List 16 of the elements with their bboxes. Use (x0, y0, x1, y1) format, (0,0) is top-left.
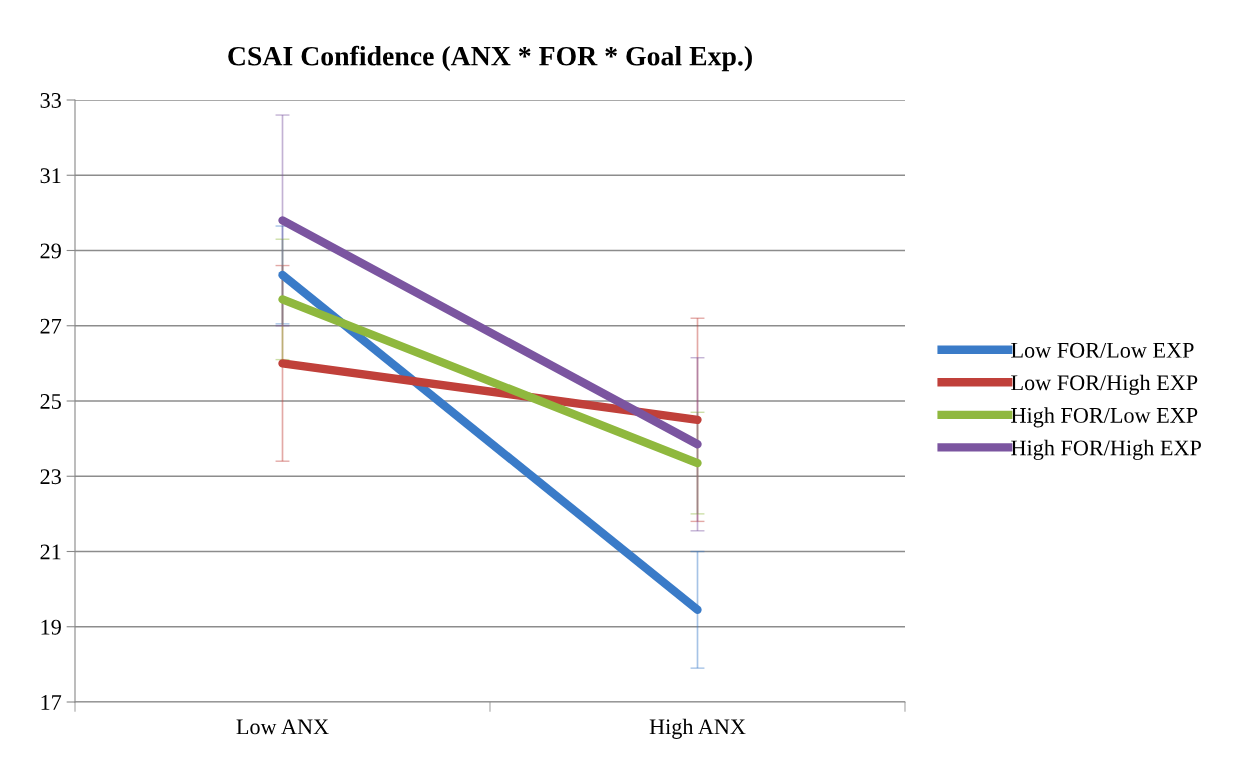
y-tick-label: 17 (41, 695, 62, 710)
y-tick-label: 33 (40, 92, 61, 108)
legend-label: Low FOR/Low EXP (1011, 342, 1194, 358)
legend-label: Low FOR/High EXP (1011, 374, 1198, 395)
x-tick-label: High ANX (649, 718, 746, 739)
y-tick-label: 19 (41, 619, 61, 635)
y-tick-label: 27 (40, 318, 62, 334)
y-tick-label: 21 (40, 544, 61, 560)
x-tick-label: Low ANX (236, 719, 329, 735)
y-tick-label: 25 (40, 393, 61, 409)
legend-label: High FOR/High EXP (1011, 439, 1201, 460)
legend-label: High FOR/Low EXP (1011, 407, 1198, 428)
y-tick-label: 29 (40, 243, 61, 259)
y-tick-label: 31 (40, 168, 61, 184)
chart-title: CSAI Confidence (ANX * FOR * Goal Exp.) (228, 45, 752, 72)
y-tick-label: 23 (40, 469, 61, 485)
